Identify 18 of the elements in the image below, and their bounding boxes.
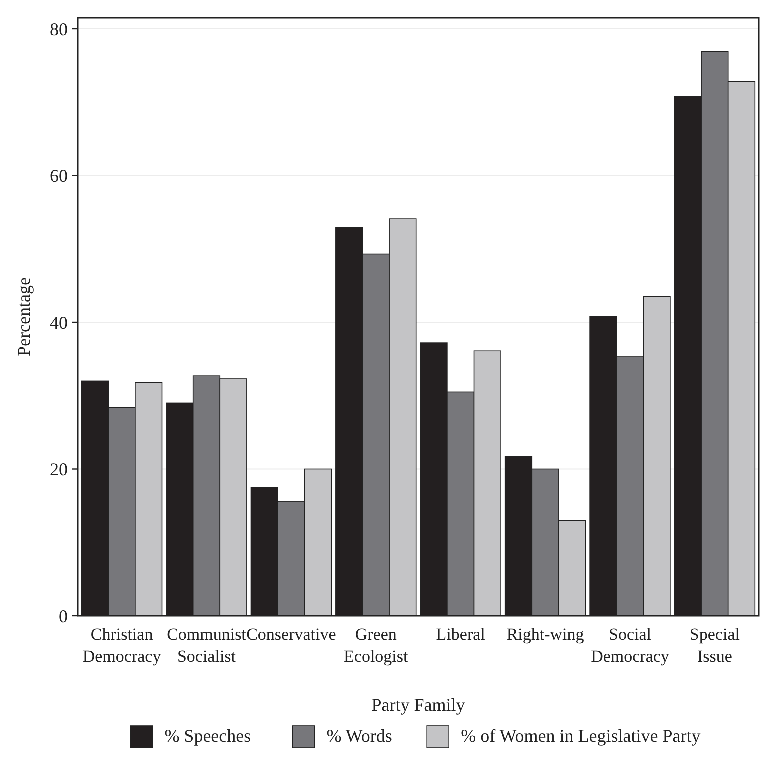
legend-label: % of Women in Legislative Party (461, 726, 701, 746)
x-axis-title: Party Family (372, 695, 466, 715)
x-tick-label: Special Issue (690, 625, 740, 666)
y-axis-title: Percentage (14, 278, 34, 356)
x-tick-label: Conservative (246, 625, 336, 644)
y-tick-label: 80 (50, 19, 68, 40)
legend-label: % Words (326, 726, 392, 746)
x-tick-label: Liberal (436, 625, 486, 644)
x-tick-label: Social Democracy (591, 625, 670, 666)
y-tick-label: 40 (50, 312, 68, 333)
legend-label: % Speeches (164, 726, 252, 746)
x-tick-label: Right-wing (506, 625, 585, 644)
x-tick-label: Green Ecologist (344, 625, 409, 666)
y-tick-label: 20 (50, 460, 68, 480)
y-tick-label: 60 (50, 166, 68, 186)
x-tick-label: Christian Democracy (82, 625, 162, 666)
y-tick-label: 0 (59, 606, 68, 626)
x-tick-label: Communist Socialist (167, 625, 247, 666)
